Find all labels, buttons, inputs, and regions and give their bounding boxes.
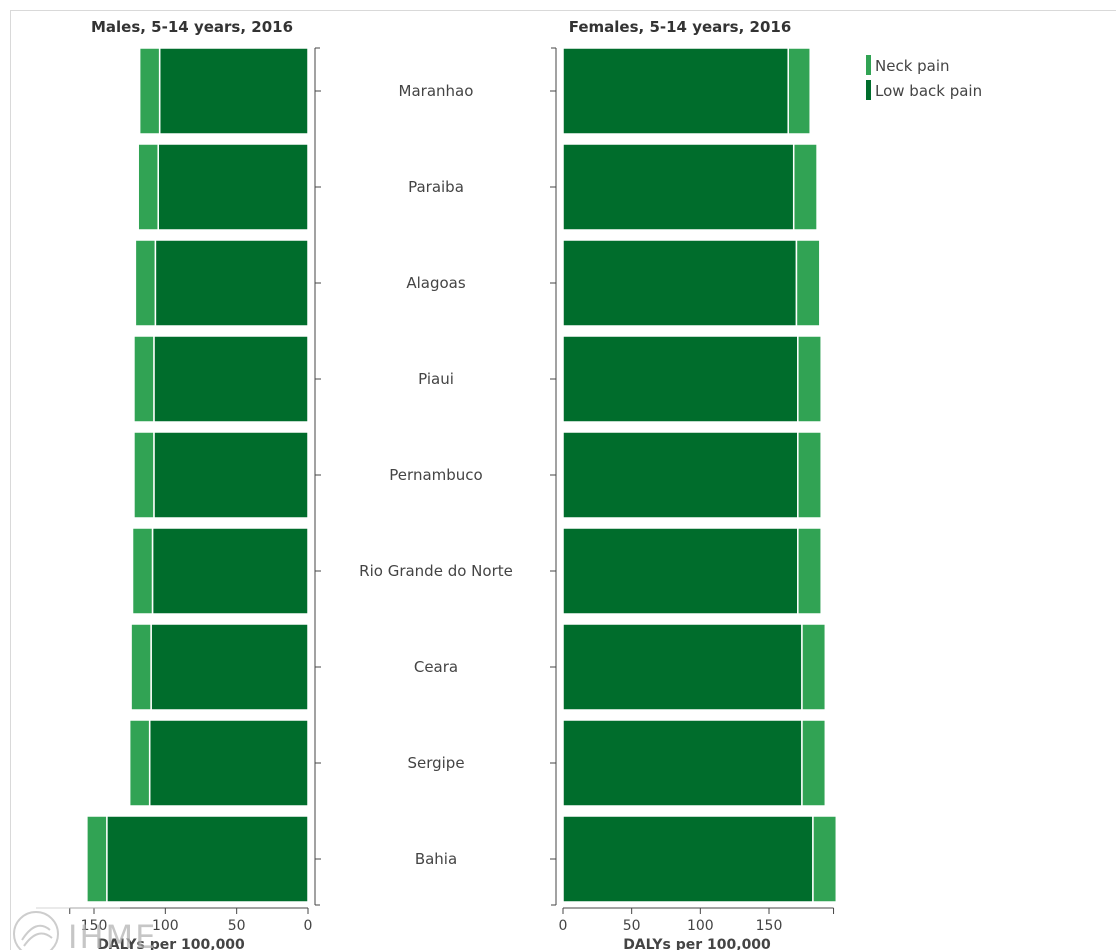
- male-bar-low-back-pain-piaui: [153, 335, 309, 423]
- category-label-sergipe: Sergipe: [407, 754, 464, 772]
- category-label-maranhao: Maranhao: [399, 82, 474, 100]
- female-x-tick-label-100: 100: [687, 918, 714, 934]
- male-bar-neck-pain-pernambuco: [133, 431, 155, 519]
- males-panel-title: Males, 5-14 years, 2016: [91, 18, 293, 36]
- ihme-logo-text: IHME: [68, 918, 157, 950]
- male-bar-low-back-pain-bahia: [106, 815, 309, 903]
- females-x-axis-title: DALYs per 100,000: [623, 937, 771, 950]
- female-bar-low-back-pain-rio-grande-do-norte: [562, 527, 799, 615]
- female-bar-low-back-pain-sergipe: [562, 719, 803, 807]
- legend: Neck pain Low back pain: [866, 55, 982, 100]
- category-label-piaui: Piaui: [418, 370, 454, 388]
- male-x-tick-label-100: 100: [152, 918, 179, 934]
- male-bar-neck-pain-piaui: [133, 335, 155, 423]
- male-bar-low-back-pain-paraiba: [157, 143, 309, 231]
- males-x-axis-title: DALYs per 100,000: [97, 937, 245, 950]
- chart-frame: [10, 10, 1116, 950]
- male-bar-low-back-pain-alagoas: [154, 239, 309, 327]
- male-bar-neck-pain-paraiba: [137, 143, 159, 231]
- female-x-tick-label-50: 50: [623, 918, 641, 934]
- male-bar-low-back-pain-rio-grande-do-norte: [151, 527, 309, 615]
- male-x-tick-label-0: 0: [304, 918, 313, 934]
- females-panel-title: Females, 5-14 years, 2016: [569, 18, 792, 36]
- females-x-axis: 0 50 100 150: [559, 907, 835, 934]
- legend-swatch-low-back-pain: [866, 80, 871, 100]
- category-label-ceara: Ceara: [414, 658, 458, 676]
- legend-label-low-back-pain: Low back pain: [875, 82, 982, 100]
- female-bar-low-back-pain-paraiba: [562, 143, 795, 231]
- legend-label-neck-pain: Neck pain: [875, 57, 950, 75]
- males-bars: [86, 47, 309, 903]
- male-bar-neck-pain-alagoas: [134, 239, 157, 327]
- female-bar-low-back-pain-alagoas: [562, 239, 798, 327]
- category-label-alagoas: Alagoas: [406, 274, 466, 292]
- female-x-tick-label-0: 0: [559, 918, 568, 934]
- male-bar-neck-pain-sergipe: [128, 719, 151, 807]
- male-x-tick-label-150: 150: [81, 918, 108, 934]
- female-bar-neck-pain-pernambuco: [797, 431, 822, 519]
- female-bar-neck-pain-maranhao: [787, 47, 811, 135]
- females-bars: [562, 47, 838, 903]
- category-ticks: [315, 90, 556, 860]
- female-bar-neck-pain-bahia: [812, 815, 838, 903]
- female-bar-low-back-pain-pernambuco: [562, 431, 799, 519]
- category-label-pernambuco: Pernambuco: [389, 466, 482, 484]
- male-bar-low-back-pain-sergipe: [148, 719, 309, 807]
- male-bar-neck-pain-bahia: [86, 815, 108, 903]
- category-labels: Maranhao Paraiba Alagoas Piaui Pernambuco Rio…: [359, 82, 513, 868]
- ihme-logo: IHME: [13, 907, 157, 950]
- category-label-rio-grande-do-norte: Rio Grande do Norte: [359, 562, 513, 580]
- female-bar-low-back-pain-ceara: [562, 623, 803, 711]
- female-x-tick-label-150: 150: [756, 918, 783, 934]
- males-category-axis: [314, 47, 320, 906]
- female-bar-low-back-pain-bahia: [562, 815, 814, 903]
- category-label-bahia: Bahia: [415, 850, 457, 868]
- male-bar-neck-pain-rio-grande-do-norte: [131, 527, 154, 615]
- female-bar-neck-pain-paraiba: [792, 143, 818, 231]
- male-bar-neck-pain-maranhao: [138, 47, 161, 135]
- female-bar-neck-pain-alagoas: [795, 239, 821, 327]
- female-bar-low-back-pain-piaui: [562, 335, 799, 423]
- legend-swatch-neck-pain: [866, 55, 871, 75]
- male-x-tick-label-50: 50: [228, 918, 246, 934]
- female-bar-low-back-pain-maranhao: [562, 47, 789, 135]
- male-bar-low-back-pain-ceara: [150, 623, 309, 711]
- female-bar-neck-pain-sergipe: [801, 719, 827, 807]
- females-category-axis: [551, 47, 557, 906]
- female-bar-neck-pain-ceara: [801, 623, 827, 711]
- female-bar-neck-pain-rio-grande-do-norte: [797, 527, 822, 615]
- male-bar-neck-pain-ceara: [130, 623, 152, 711]
- male-bar-low-back-pain-pernambuco: [153, 431, 309, 519]
- male-bar-low-back-pain-maranhao: [158, 47, 309, 135]
- female-bar-neck-pain-piaui: [797, 335, 822, 423]
- category-label-paraiba: Paraiba: [408, 178, 464, 196]
